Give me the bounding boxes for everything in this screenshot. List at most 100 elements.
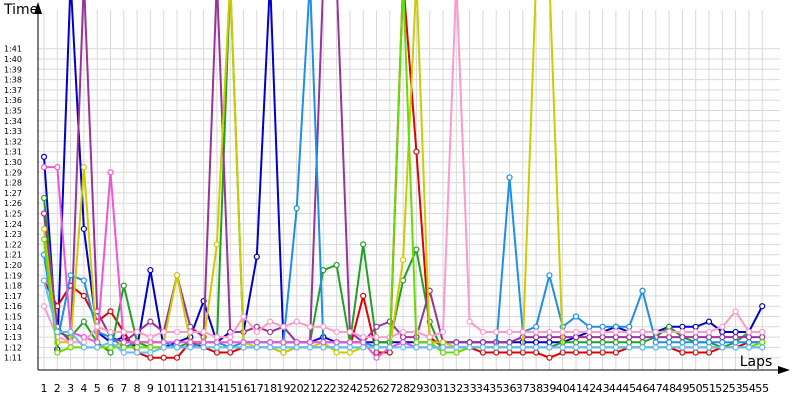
data-point (692, 334, 699, 341)
data-point (559, 328, 566, 336)
x-tick-label: 34 (476, 382, 490, 395)
data-point (333, 339, 340, 346)
data-point (227, 349, 234, 356)
x-tick-label: 2 (54, 382, 61, 395)
data-point (134, 349, 141, 356)
y-tick-label: 1:18 (4, 282, 22, 291)
x-tick-label: 11 (170, 382, 184, 395)
data-point (267, 344, 274, 351)
data-point (705, 334, 713, 341)
data-point (346, 349, 353, 356)
data-point (692, 328, 699, 336)
data-point (506, 339, 513, 346)
y-tick-label: 1:40 (4, 55, 22, 64)
data-point (732, 334, 739, 341)
y-tick-label: 1:27 (4, 189, 22, 198)
data-point (426, 339, 433, 346)
data-point (400, 328, 407, 336)
x-tick-label: 50 (689, 382, 703, 395)
data-point (759, 303, 766, 310)
x-tick-label: 49 (675, 382, 689, 395)
data-point (173, 339, 181, 346)
x-tick-label: 26 (370, 382, 384, 395)
data-point (439, 328, 447, 336)
data-point (147, 354, 154, 361)
x-tick-label: 21 (303, 382, 317, 395)
data-point (652, 339, 659, 346)
data-point (572, 344, 580, 351)
data-point (426, 344, 433, 351)
data-point (40, 225, 48, 233)
data-point (346, 328, 353, 336)
data-point (546, 334, 553, 341)
data-point (80, 318, 88, 325)
data-point (493, 344, 500, 351)
data-point (612, 323, 620, 330)
data-point (280, 349, 287, 356)
data-point (80, 164, 88, 171)
data-point (572, 339, 580, 346)
data-point (692, 349, 699, 356)
x-tick-label: 48 (662, 382, 676, 395)
y-tick-label: 1:29 (4, 168, 22, 177)
data-point (665, 334, 673, 341)
data-point (147, 318, 154, 325)
series-layer (40, 0, 766, 361)
data-point (213, 241, 220, 248)
y-tick-label: 1:22 (4, 240, 22, 249)
x-tick-label: 14 (210, 382, 224, 395)
data-point (333, 261, 340, 269)
y-tick-label: 1:24 (4, 220, 22, 229)
data-point (120, 328, 127, 336)
y-tick-label: 1:31 (4, 148, 22, 157)
y-tick-label: 1:15 (4, 313, 22, 322)
data-point (493, 328, 500, 336)
x-tick-label: 19 (276, 382, 290, 395)
x-tick-label: 36 (503, 382, 517, 395)
data-point (107, 308, 114, 315)
data-point (626, 339, 633, 346)
data-point (586, 344, 593, 351)
tick-labels: 1 2 3 4 5 6 7 8 9 10 11 12 13 14 15 16 17 18 19 20 21 22 23 24 2… (4, 45, 769, 395)
data-point (173, 272, 181, 279)
data-point (546, 328, 553, 336)
data-point (213, 334, 220, 341)
data-point (400, 344, 407, 351)
data-point (612, 334, 620, 341)
x-tick-label: 22 (316, 382, 330, 395)
data-point (719, 334, 726, 341)
data-point (120, 344, 127, 351)
data-point (679, 339, 686, 346)
x-tick-label: 5 (94, 382, 101, 395)
data-point (147, 339, 154, 346)
data-point (532, 349, 540, 356)
data-point (120, 282, 127, 289)
data-point (665, 328, 673, 336)
x-tick-label: 1 (41, 382, 48, 395)
data-point (306, 323, 314, 330)
data-point (227, 344, 234, 351)
data-point (80, 344, 88, 351)
x-tick-label: 27 (383, 382, 397, 395)
data-point (665, 339, 673, 346)
data-point (227, 334, 234, 341)
data-point (692, 323, 699, 330)
y-tick-label: 1:19 (4, 271, 22, 280)
data-point (506, 349, 513, 356)
data-point (134, 339, 141, 346)
data-point (120, 339, 127, 346)
data-point (40, 164, 48, 171)
data-point (732, 328, 739, 336)
data-point (67, 328, 74, 336)
data-point (293, 339, 300, 346)
x-tick-label: 28 (396, 382, 410, 395)
y-tick-label: 1:28 (4, 179, 22, 188)
data-point (67, 344, 74, 351)
data-point (426, 334, 433, 341)
x-tick-label: 52 (715, 382, 729, 395)
data-point (705, 328, 713, 336)
data-point (493, 349, 500, 356)
data-point (107, 344, 114, 351)
data-point (639, 344, 646, 351)
data-point (107, 349, 114, 356)
